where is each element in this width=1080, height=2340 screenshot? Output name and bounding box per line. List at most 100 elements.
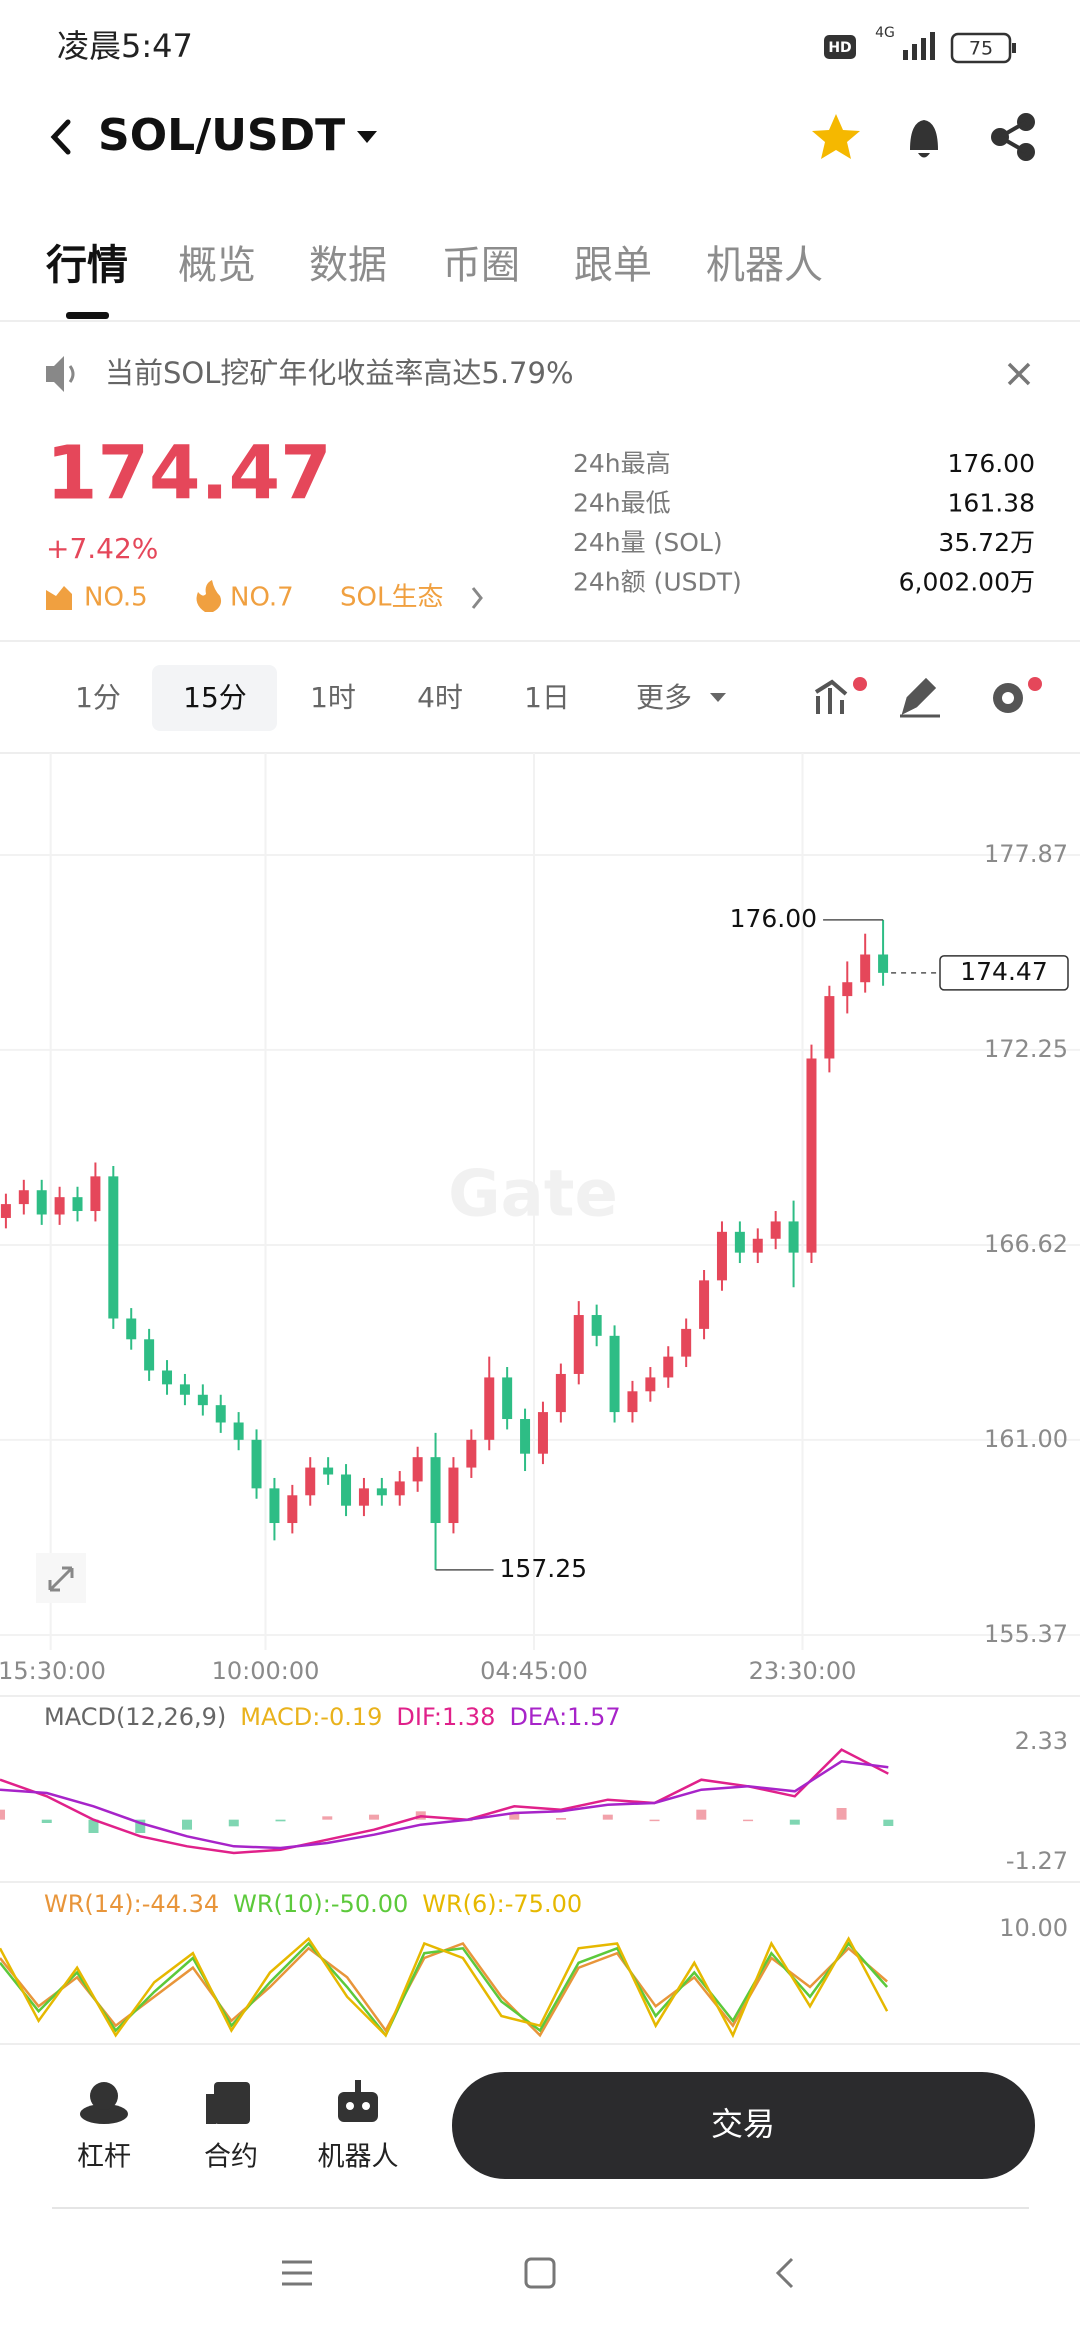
bottom-item[interactable]: 杠杆 xyxy=(77,2142,131,2173)
candle-body xyxy=(716,1231,727,1281)
legend-label: MACD:-0.19 xyxy=(240,1703,382,1731)
candle-body xyxy=(72,1197,83,1212)
y-tick-label: 161.00 xyxy=(984,1425,1068,1453)
ecosystem-chevron xyxy=(471,587,483,609)
indicator-button[interactable] xyxy=(814,679,848,714)
candle-body xyxy=(752,1238,763,1253)
settings-dot xyxy=(1028,677,1042,691)
pair-title[interactable]: SOL/USDT xyxy=(98,110,345,161)
bottom-item[interactable]: 机器人 xyxy=(318,2142,399,2173)
candle-body xyxy=(126,1318,137,1340)
tab-underline xyxy=(66,312,109,319)
robot-icon[interactable] xyxy=(338,2080,378,2122)
y-tick-label: 155.37 xyxy=(984,1620,1068,1648)
interval[interactable]: 1时 xyxy=(310,681,356,714)
hot-icon xyxy=(196,580,222,612)
settings-button[interactable] xyxy=(993,683,1023,713)
nav-home[interactable] xyxy=(524,2257,556,2289)
trade-button[interactable] xyxy=(452,2072,1035,2179)
stat-value: 161.38 xyxy=(948,489,1035,518)
histogram-bar xyxy=(369,1814,380,1820)
rank-text[interactable]: NO.5 xyxy=(84,583,148,613)
histogram-bar xyxy=(88,1819,99,1833)
nav-back[interactable] xyxy=(775,2257,794,2289)
nav-menu[interactable] xyxy=(282,2260,312,2286)
back-button[interactable] xyxy=(50,119,71,155)
histogram-bar xyxy=(275,1819,286,1822)
stat-label: 24h最高 xyxy=(573,449,671,478)
x-tick-label: 15:30:00 xyxy=(0,1657,106,1685)
stat-value: 35.72万 xyxy=(938,528,1035,557)
histogram-bar xyxy=(182,1819,193,1830)
candle-body xyxy=(376,1488,387,1496)
candle-body xyxy=(179,1384,190,1395)
histogram-bar xyxy=(135,1819,146,1833)
candle-body xyxy=(824,996,835,1059)
histogram-bar xyxy=(696,1809,707,1820)
tab[interactable]: 跟单 xyxy=(574,244,652,289)
series-line xyxy=(0,1936,889,2039)
interval[interactable]: 4时 xyxy=(417,681,463,714)
histogram-bar xyxy=(649,1819,660,1822)
ecosystem-link[interactable]: SOL生态 xyxy=(340,583,443,613)
pair-dropdown[interactable] xyxy=(357,131,377,143)
tab[interactable]: 机器人 xyxy=(706,244,823,289)
last-price-label: 174.47 xyxy=(960,957,1047,986)
favorite-star[interactable] xyxy=(812,114,860,159)
candle-body xyxy=(54,1197,65,1215)
trade-text[interactable]: 交易 xyxy=(711,2105,775,2143)
candle-body xyxy=(305,1467,316,1496)
legend-label: WR(6):-75.00 xyxy=(422,1890,582,1918)
candle-body xyxy=(0,1204,11,1218)
candle-body xyxy=(18,1190,29,1205)
interval[interactable]: 更多 xyxy=(636,681,692,714)
share-button[interactable] xyxy=(991,113,1035,161)
histogram-bar xyxy=(743,1819,754,1822)
tab[interactable]: 概览 xyxy=(178,244,256,289)
notice-close[interactable] xyxy=(1007,362,1031,386)
candle-body xyxy=(878,954,889,973)
tab[interactable]: 数据 xyxy=(309,244,387,289)
interval[interactable]: 15分 xyxy=(183,681,247,714)
signal-icon xyxy=(903,32,935,60)
interval-bar: 1分 15分 1时 4时 1日 更多 xyxy=(75,681,692,714)
legend-label: DIF:1.38 xyxy=(396,1703,495,1731)
histogram-bar xyxy=(883,1819,894,1826)
bottom-item[interactable]: 合约 xyxy=(204,2142,258,2173)
candle-body xyxy=(663,1356,674,1378)
legend-label: WR(10):-50.00 xyxy=(233,1890,408,1918)
alert-bell[interactable] xyxy=(910,120,938,158)
contract-icon[interactable] xyxy=(206,2082,250,2124)
candle-body xyxy=(448,1467,459,1524)
y-tick-label: -1.27 xyxy=(1006,1847,1068,1875)
draw-button[interactable] xyxy=(900,677,940,718)
x-tick-label: 04:45:00 xyxy=(480,1657,588,1685)
histogram-bar xyxy=(41,1819,52,1823)
histogram-bar xyxy=(556,1818,567,1820)
candle-body xyxy=(251,1439,262,1489)
candle-body xyxy=(144,1339,155,1371)
leverage-icon[interactable] xyxy=(80,2082,128,2124)
stats: 24h最高 176.00 24h最低 161.38 24h量 (SOL) 35.72万 24… xyxy=(573,449,1035,597)
interval-highlight xyxy=(152,665,277,731)
tab[interactable]: 币圈 xyxy=(442,244,520,289)
battery-icon xyxy=(950,32,1012,64)
speaker-wave xyxy=(68,365,75,383)
candle-body xyxy=(627,1391,638,1413)
candle-body xyxy=(36,1190,47,1215)
y-tick-label: 2.33 xyxy=(1015,1727,1068,1755)
expand-button[interactable] xyxy=(36,1553,86,1603)
hot-rank-text[interactable]: NO.7 xyxy=(230,583,294,613)
notice-text[interactable]: 当前SOL挖矿年化收益率高达5.79% xyxy=(105,356,574,390)
candle-body xyxy=(770,1221,781,1239)
candle-body xyxy=(233,1422,244,1440)
tab[interactable]: 行情 xyxy=(46,241,128,289)
interval[interactable]: 1日 xyxy=(524,681,570,714)
candle-body xyxy=(90,1176,101,1212)
candle-body xyxy=(555,1373,566,1413)
interval[interactable]: 1分 xyxy=(75,681,121,714)
candle-body xyxy=(860,954,871,983)
histogram-bar xyxy=(836,1808,847,1820)
series-line xyxy=(0,1760,889,1850)
